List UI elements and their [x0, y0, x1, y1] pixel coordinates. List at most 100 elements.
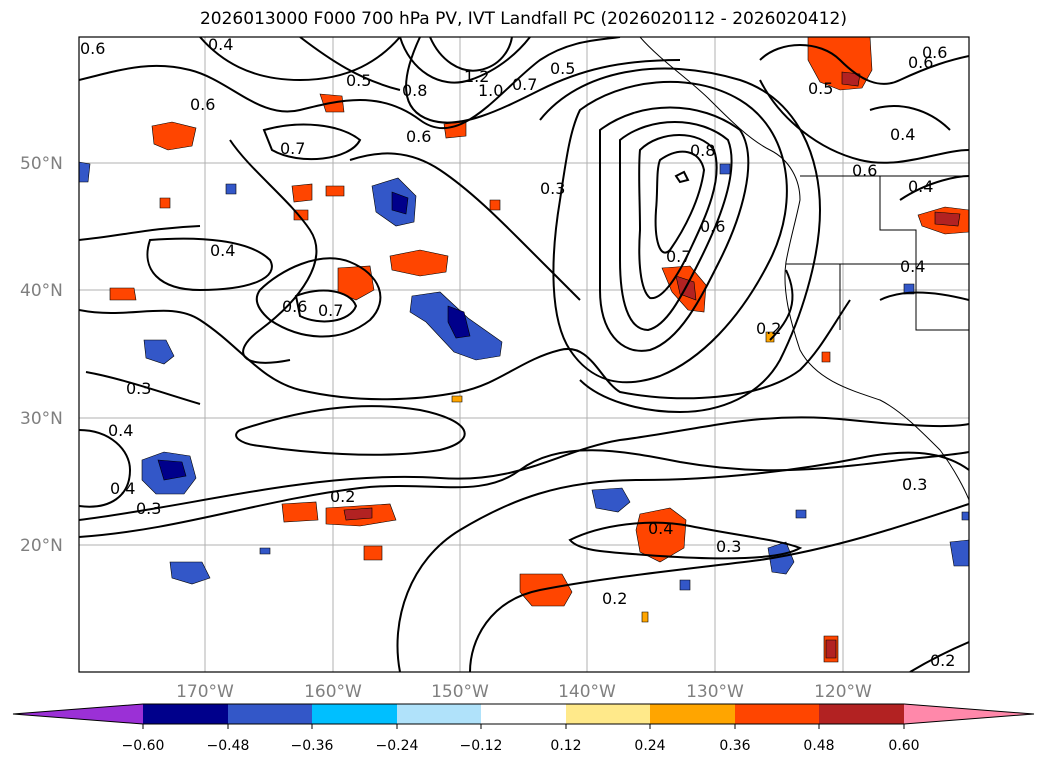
fill-patch — [259, 547, 271, 555]
fill-patch — [903, 283, 915, 295]
pv-contour — [79, 37, 621, 130]
fill-patch — [825, 639, 837, 659]
contour-label: 0.6 — [190, 95, 215, 114]
contour-label: 0.3 — [126, 379, 151, 398]
contour-label: 1.2 — [464, 67, 489, 86]
fill-patch — [489, 199, 501, 211]
fill-patch — [765, 331, 775, 343]
colorbar-tick-label: 0.24 — [634, 738, 665, 754]
colorbar-swatch — [735, 704, 819, 724]
colorbar-swatch — [481, 704, 566, 724]
pv-contour — [79, 225, 201, 241]
contour-label: 0.4 — [110, 479, 135, 498]
contour-label: 0.5 — [808, 79, 833, 98]
contour-label: 0.3 — [540, 179, 565, 198]
contour-label: 0.6 — [922, 43, 947, 62]
border-state-2 — [879, 176, 969, 331]
contour-label: 0.4 — [900, 257, 925, 276]
colorbar-tick-label: −0.48 — [207, 738, 250, 754]
pv-contour — [199, 37, 401, 82]
colorbar-tick-marks — [142, 724, 905, 729]
contour-label: 0.6 — [406, 127, 431, 146]
map-frame — [78, 36, 970, 673]
fill-patch — [109, 287, 137, 301]
contour-label: 0.6 — [852, 161, 877, 180]
colorbar-tick-label: 0.48 — [803, 738, 834, 754]
fill-patch — [151, 121, 197, 151]
colorbar-tick-label: 0.60 — [888, 738, 919, 754]
pv-contour — [85, 371, 201, 405]
contour-label: 0.6 — [700, 217, 725, 236]
colorbar-swatch — [143, 704, 228, 724]
contour-label: 0.4 — [208, 35, 233, 54]
pv-contours — [79, 37, 969, 672]
pv-contour — [229, 139, 318, 364]
colorbar-tick-label: −0.12 — [460, 738, 503, 754]
pv-contour — [79, 416, 969, 521]
contour-label: 0.2 — [602, 589, 627, 608]
pv-contour — [79, 299, 851, 401]
contour-label: 0.7 — [280, 139, 305, 158]
pv-contour — [235, 405, 466, 456]
fill-patch — [679, 579, 691, 591]
contour-label: 0.2 — [930, 651, 955, 670]
coastline — [639, 37, 969, 501]
colorbar-tick-label: 0.36 — [719, 738, 750, 754]
lat-label-50n: 50°N — [20, 154, 63, 174]
pv-contour — [674, 170, 690, 184]
pv-contour — [909, 641, 969, 672]
fill-patch — [451, 395, 463, 403]
map-title: 2026013000 F000 700 hPa PV, IVT Landfall… — [199, 9, 847, 29]
contour-label: 0.3 — [136, 499, 161, 518]
pv-contour — [349, 152, 581, 301]
pv-contour — [598, 106, 750, 352]
fill-patch — [391, 191, 409, 215]
fill-patch — [337, 265, 375, 301]
contour-label: 0.6 — [80, 39, 105, 58]
contour-labels: 0.6 0.4 0.5 0.8 1.2 1.0 0.7 0.5 0.6 0.5 … — [80, 35, 955, 670]
colorbar-swatch — [312, 704, 397, 724]
pv-contour — [869, 105, 951, 131]
fill-patch — [934, 211, 961, 227]
fill-patch — [795, 509, 807, 519]
contour-label: 0.4 — [210, 241, 235, 260]
lon-label-120w: 120°W — [814, 682, 872, 702]
colorbar-swatch — [650, 704, 735, 724]
fill-patch — [363, 545, 383, 561]
fill-patch — [719, 163, 731, 175]
pv-contour — [568, 521, 803, 560]
fill-patch — [641, 611, 649, 623]
contour-label: 1.0 — [478, 81, 503, 100]
pv-contour — [396, 451, 969, 672]
contour-label: 0.4 — [890, 125, 915, 144]
lon-label-150w: 150°W — [431, 682, 489, 702]
lon-label-170w: 170°W — [176, 682, 234, 702]
fill-patch — [519, 573, 573, 607]
fill-patch — [159, 197, 171, 209]
colorbar-tick-label: −0.60 — [122, 738, 165, 754]
fill-patch — [949, 539, 969, 567]
ivt-pc-fill-patches — [79, 37, 969, 663]
fill-patch — [443, 121, 467, 139]
fill-patch — [291, 183, 313, 203]
pv-contour — [759, 79, 969, 164]
lon-label-130w: 130°W — [686, 682, 744, 702]
lat-label-20n: 20°N — [20, 536, 63, 556]
contour-label: 0.3 — [902, 475, 927, 494]
contour-label: 0.6 — [908, 53, 933, 72]
fill-patch — [79, 161, 91, 183]
fill-patch — [635, 507, 687, 563]
colorbar: −0.60 −0.48 −0.36 −0.24 −0.12 0.12 0.24 … — [12, 703, 1035, 754]
colorbar-tick-label: −0.24 — [376, 738, 419, 754]
pv-contour — [618, 121, 733, 332]
longitude-labels: 170°W 160°W 150°W 140°W 130°W 120°W — [176, 682, 872, 702]
colorbar-swatch — [904, 704, 1034, 724]
contour-label: 0.2 — [330, 487, 355, 506]
contour-label: 0.8 — [402, 81, 427, 100]
fill-patch — [325, 185, 345, 197]
pv-contour — [79, 429, 132, 508]
contour-label: 0.7 — [318, 301, 343, 320]
pv-contour — [399, 37, 531, 84]
lon-label-160w: 160°W — [304, 682, 362, 702]
